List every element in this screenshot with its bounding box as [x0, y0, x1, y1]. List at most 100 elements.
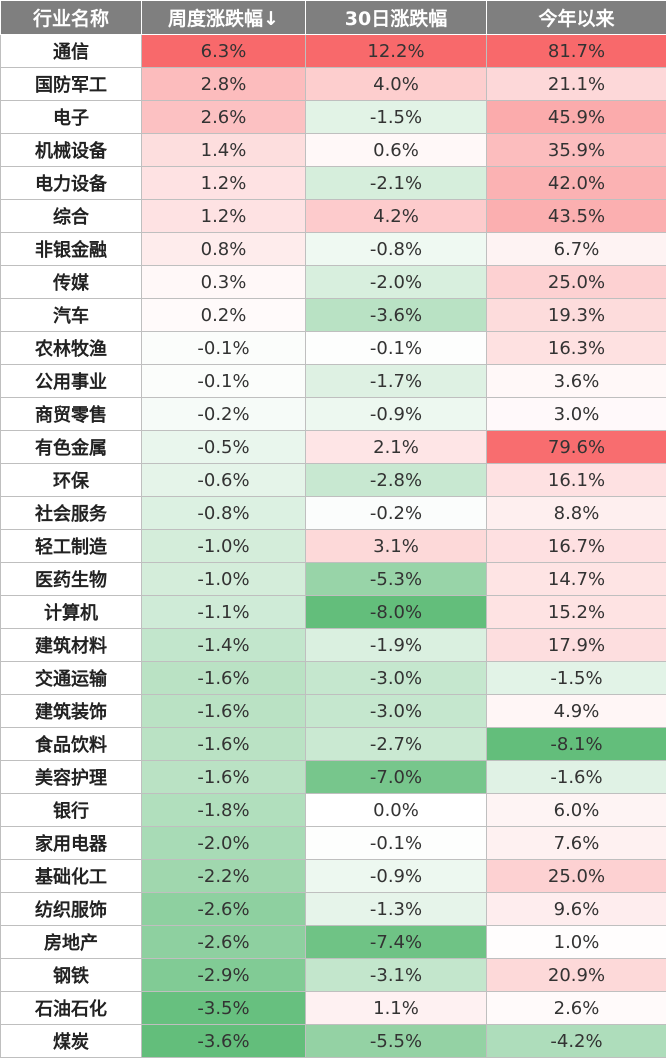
table-row: 纺织服饰-2.6%-1.3%9.6% [1, 893, 666, 926]
industry-name-cell: 银行 [1, 794, 142, 827]
ytd-change-cell: 9.6% [487, 893, 666, 926]
ytd-change-cell: 2.6% [487, 992, 666, 1025]
industry-name-cell: 煤炭 [1, 1025, 142, 1058]
table-row: 社会服务-0.8%-0.2%8.8% [1, 497, 666, 530]
ytd-change-cell: 15.2% [487, 596, 666, 629]
industry-name-cell: 石油石化 [1, 992, 142, 1025]
weekly-change-cell: -2.9% [142, 959, 306, 992]
table-row: 基础化工-2.2%-0.9%25.0% [1, 860, 666, 893]
thirty-day-change-cell: 12.2% [306, 35, 487, 68]
weekly-change-cell: 0.3% [142, 266, 306, 299]
industry-name-cell: 综合 [1, 200, 142, 233]
industry-name-cell: 汽车 [1, 299, 142, 332]
weekly-change-cell: -1.0% [142, 530, 306, 563]
thirty-day-change-cell: -2.1% [306, 167, 487, 200]
thirty-day-change-cell: -3.6% [306, 299, 487, 332]
weekly-change-cell: -2.0% [142, 827, 306, 860]
ytd-change-cell: 25.0% [487, 266, 666, 299]
table-row: 农林牧渔-0.1%-0.1%16.3% [1, 332, 666, 365]
thirty-day-change-cell: -2.7% [306, 728, 487, 761]
ytd-change-cell: 20.9% [487, 959, 666, 992]
industry-name-cell: 医药生物 [1, 563, 142, 596]
industry-name-cell: 公用事业 [1, 365, 142, 398]
industry-name-cell: 社会服务 [1, 497, 142, 530]
ytd-change-cell: 43.5% [487, 200, 666, 233]
table-row: 建筑材料-1.4%-1.9%17.9% [1, 629, 666, 662]
weekly-change-cell: 1.2% [142, 200, 306, 233]
weekly-change-cell: 6.3% [142, 35, 306, 68]
ytd-change-cell: 16.7% [487, 530, 666, 563]
weekly-change-cell: -1.6% [142, 728, 306, 761]
header-weekly-change[interactable]: 周度涨跌幅↓ [142, 1, 306, 35]
ytd-change-cell: 79.6% [487, 431, 666, 464]
table-row: 计算机-1.1%-8.0%15.2% [1, 596, 666, 629]
industry-name-cell: 机械设备 [1, 134, 142, 167]
industry-name-cell: 国防军工 [1, 68, 142, 101]
table-row: 有色金属-0.5%2.1%79.6% [1, 431, 666, 464]
ytd-change-cell: 3.0% [487, 398, 666, 431]
ytd-change-cell: 6.0% [487, 794, 666, 827]
thirty-day-change-cell: -0.9% [306, 860, 487, 893]
weekly-change-cell: -1.6% [142, 761, 306, 794]
weekly-change-cell: -1.1% [142, 596, 306, 629]
thirty-day-change-cell: -3.0% [306, 662, 487, 695]
thirty-day-change-cell: -0.9% [306, 398, 487, 431]
table-row: 建筑装饰-1.6%-3.0%4.9% [1, 695, 666, 728]
table-row: 钢铁-2.9%-3.1%20.9% [1, 959, 666, 992]
weekly-change-cell: -1.6% [142, 662, 306, 695]
industry-name-cell: 食品饮料 [1, 728, 142, 761]
thirty-day-change-cell: -2.8% [306, 464, 487, 497]
table-row: 交通运输-1.6%-3.0%-1.5% [1, 662, 666, 695]
ytd-change-cell: 19.3% [487, 299, 666, 332]
ytd-change-cell: 8.8% [487, 497, 666, 530]
thirty-day-change-cell: 0.6% [306, 134, 487, 167]
ytd-change-cell: -1.5% [487, 662, 666, 695]
weekly-change-cell: -3.6% [142, 1025, 306, 1058]
thirty-day-change-cell: -0.1% [306, 827, 487, 860]
header-row: 行业名称 周度涨跌幅↓ 30日涨跌幅 今年以来 [1, 1, 666, 35]
ytd-change-cell: 14.7% [487, 563, 666, 596]
industry-name-cell: 基础化工 [1, 860, 142, 893]
industry-name-cell: 纺织服饰 [1, 893, 142, 926]
ytd-change-cell: 3.6% [487, 365, 666, 398]
industry-name-cell: 电力设备 [1, 167, 142, 200]
header-30day-change[interactable]: 30日涨跌幅 [306, 1, 487, 35]
industry-name-cell: 有色金属 [1, 431, 142, 464]
weekly-change-cell: 2.6% [142, 101, 306, 134]
industry-name-cell: 商贸零售 [1, 398, 142, 431]
table-row: 食品饮料-1.6%-2.7%-8.1% [1, 728, 666, 761]
industry-name-cell: 美容护理 [1, 761, 142, 794]
ytd-change-cell: -4.2% [487, 1025, 666, 1058]
weekly-change-cell: -1.6% [142, 695, 306, 728]
ytd-change-cell: -8.1% [487, 728, 666, 761]
weekly-change-cell: -0.1% [142, 365, 306, 398]
weekly-change-cell: 1.2% [142, 167, 306, 200]
weekly-change-cell: -1.8% [142, 794, 306, 827]
weekly-change-cell: -2.6% [142, 926, 306, 959]
header-industry-name[interactable]: 行业名称 [1, 1, 142, 35]
ytd-change-cell: 81.7% [487, 35, 666, 68]
weekly-change-cell: -0.6% [142, 464, 306, 497]
table-row: 银行-1.8%0.0%6.0% [1, 794, 666, 827]
thirty-day-change-cell: 0.0% [306, 794, 487, 827]
ytd-change-cell: 4.9% [487, 695, 666, 728]
weekly-change-cell: 1.4% [142, 134, 306, 167]
weekly-change-cell: -0.8% [142, 497, 306, 530]
industry-name-cell: 交通运输 [1, 662, 142, 695]
table-row: 房地产-2.6%-7.4%1.0% [1, 926, 666, 959]
thirty-day-change-cell: -1.7% [306, 365, 487, 398]
industry-name-cell: 建筑材料 [1, 629, 142, 662]
weekly-change-cell: -0.5% [142, 431, 306, 464]
ytd-change-cell: 21.1% [487, 68, 666, 101]
header-ytd-change[interactable]: 今年以来 [487, 1, 666, 35]
thirty-day-change-cell: -5.5% [306, 1025, 487, 1058]
industry-name-cell: 农林牧渔 [1, 332, 142, 365]
